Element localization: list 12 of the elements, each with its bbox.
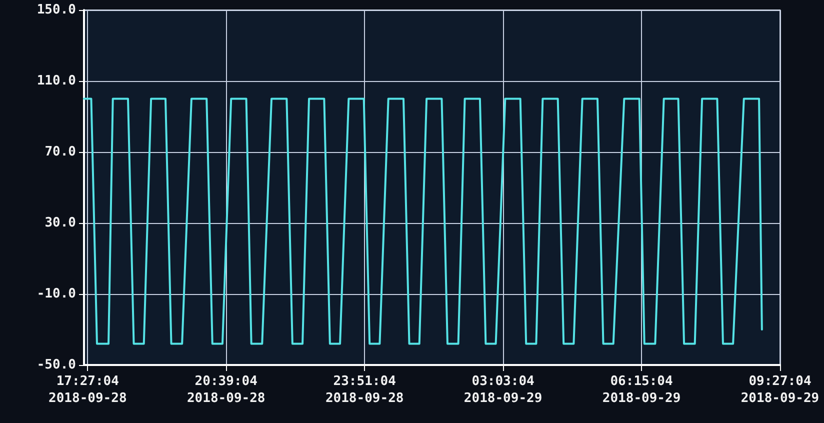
x-tick-label: 03:03:04 2018-09-29	[464, 374, 542, 406]
x-tick-label: 09:27:04 2018-09-29	[740, 374, 820, 406]
y-tick-label: -10.0	[36, 286, 76, 302]
y-tick-label: -50.0	[36, 358, 76, 372]
x-tick-label: 06:15:04 2018-09-29	[602, 374, 681, 406]
y-tick-label: 30.0	[44, 216, 76, 230]
y-tick-label: 150.0	[36, 2, 76, 18]
x-tick-label: 17:27:04 2018-09-28	[48, 374, 127, 406]
y-tick-label: 70.0	[44, 144, 76, 160]
x-tick-label: 20:39:04 2018-09-28	[186, 374, 266, 406]
x-tick-label: 23:51:04 2018-09-28	[325, 374, 404, 406]
y-tick-label: 110.0	[36, 74, 76, 88]
